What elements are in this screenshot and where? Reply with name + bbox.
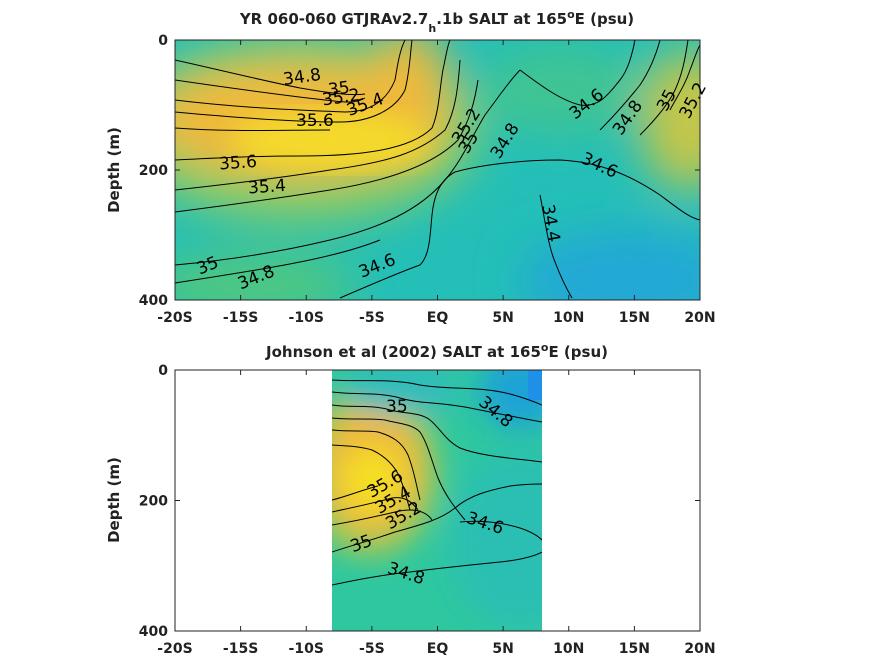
panel-obs-x-tick-label: -5S [359, 641, 385, 656]
svg-text:35: 35 [386, 397, 408, 417]
panel-obs-x-tick-label: 5N [492, 641, 513, 656]
svg-text:35.4: 35.4 [247, 176, 286, 199]
panel-obs-x-tick-label: -20S [157, 641, 192, 656]
svg-text:35.6: 35.6 [218, 152, 257, 175]
panel-model-x-tick-label: EQ [427, 310, 449, 326]
panel-obs-yaxis: Depth (m) 0 200 400 [105, 363, 700, 640]
panel-obs-y-tick-label: 200 [139, 494, 168, 510]
svg-text:35.6: 35.6 [296, 111, 334, 131]
panel-model-field [175, 40, 700, 300]
panel-model-y-tick-label: 400 [139, 293, 168, 309]
panel-obs-x-tick-label: -10S [289, 641, 324, 656]
panel-model-x-tick-label: -10S [289, 310, 324, 326]
panel-obs: Johnson et al (2002) SALT at 165oE (psu) [105, 341, 716, 656]
panel-model-x-tick-label: -15S [223, 310, 258, 326]
panel-model-title: YR 060-060 GTJRAv2.7h.1b SALT at 165oE (… [239, 8, 634, 35]
panel-model-ylabel: Depth (m) [105, 127, 123, 213]
panel-model-xaxis: -20S -15S -10S -5S EQ 5N 10N 15N 20N [157, 40, 716, 326]
panel-model-x-tick-label: 5N [492, 310, 513, 326]
panel-model-y-tick-label: 0 [158, 33, 168, 49]
panel-obs-x-tick-label: EQ [427, 641, 449, 656]
panel-obs-y-tick-label: 0 [158, 363, 168, 379]
panel-obs-xaxis: -20S -15S -10S -5S EQ 5N 10N 15N 20N [157, 370, 716, 656]
panel-model-x-tick-label: -5S [359, 310, 385, 326]
panel-obs-field [332, 370, 542, 631]
panel-obs-x-tick-label: 15N [619, 641, 650, 656]
panel-model-yaxis: Depth (m) 0 200 400 [105, 33, 700, 309]
panel-obs-x-tick-label: 10N [553, 641, 584, 656]
panel-model-x-tick-label: 20N [684, 310, 715, 326]
panel-obs-x-tick-label: -15S [223, 641, 258, 656]
panel-obs-ylabel: Depth (m) [105, 457, 123, 543]
panel-model-y-tick-label: 200 [139, 163, 168, 179]
panel-obs-y-tick-label: 400 [139, 624, 168, 640]
panel-model-x-tick-label: 10N [553, 310, 584, 326]
panel-model-x-tick-label: 15N [619, 310, 650, 326]
panel-model-x-tick-label: -20S [157, 310, 192, 326]
panel-model: YR 060-060 GTJRAv2.7h.1b SALT at 165oE (… [105, 8, 716, 326]
panel-obs-x-tick-label: 20N [684, 641, 715, 656]
panel-obs-title: Johnson et al (2002) SALT at 165oE (psu) [265, 341, 608, 361]
svg-text:35: 35 [327, 78, 351, 101]
